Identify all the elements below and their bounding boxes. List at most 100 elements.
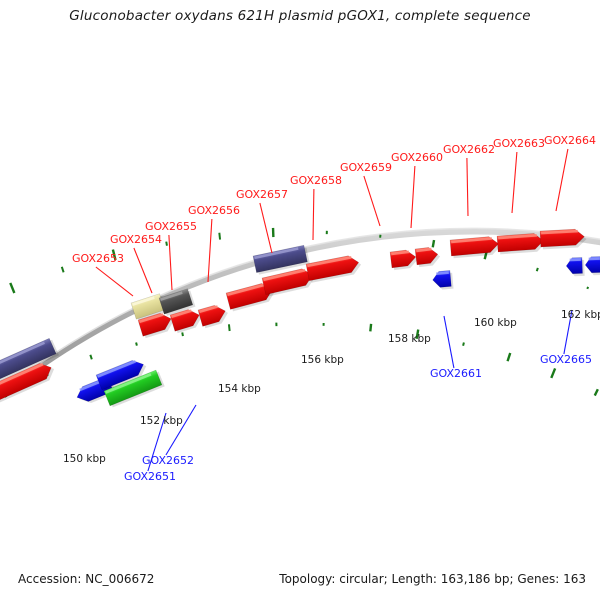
tick-mark: [593, 388, 599, 397]
scale-label: 160 kbp: [474, 317, 517, 329]
tick-mark: [9, 282, 16, 294]
gene-bevel: [105, 373, 152, 394]
gene-feature[interactable]: [95, 356, 149, 392]
tick-mark: [271, 227, 275, 238]
gene-feature[interactable]: [432, 270, 454, 290]
gene-feature[interactable]: [389, 249, 419, 271]
gene-feature[interactable]: [496, 233, 546, 255]
tick-mark: [379, 234, 382, 238]
gene-body: [565, 257, 583, 275]
gene-label-forward-leader: [466, 157, 469, 217]
tick-mark: [325, 230, 328, 235]
gene-feature[interactable]: [539, 228, 587, 250]
gene-bevel: [132, 296, 155, 306]
gene-body: [584, 256, 600, 274]
gene-label-forward[interactable]: GOX2654: [110, 233, 162, 246]
gene-bevel: [254, 247, 299, 260]
gene-bevel: [307, 256, 352, 268]
gene-label-reverse-leader: [165, 404, 197, 456]
gene-bevel: [227, 283, 266, 297]
gene-label-forward[interactable]: GOX2659: [340, 161, 392, 174]
gene-bevel: [569, 258, 581, 262]
gene-bevel: [391, 250, 410, 256]
gene-body: [0, 363, 52, 405]
gene-feature[interactable]: [449, 236, 501, 259]
page-title: Gluconobacter oxydans 621H plasmid pGOX1…: [69, 8, 531, 24]
gene-label-forward-leader: [168, 234, 173, 291]
tick-mark: [60, 266, 65, 273]
gene-feature[interactable]: [137, 310, 176, 339]
gene-bevel: [0, 341, 45, 373]
gene-bevel: [541, 229, 578, 235]
tick-mark: [415, 329, 420, 340]
gene-body: [305, 255, 360, 281]
gene-body: [158, 288, 194, 315]
gene-bevel: [498, 234, 537, 240]
gene-label-forward-leader: [410, 165, 416, 229]
gene-body: [197, 305, 226, 327]
scale-label: 162 kbp: [561, 309, 600, 321]
tick-mark: [135, 342, 138, 346]
gene-label-forward[interactable]: GOX2658: [290, 174, 342, 187]
gene-feature[interactable]: [169, 306, 204, 334]
gene-label-forward[interactable]: GOX2655: [145, 220, 197, 233]
gene-feature[interactable]: [252, 244, 310, 275]
gene-feature[interactable]: [305, 254, 363, 283]
gene-feature[interactable]: [103, 369, 165, 408]
gene-bevel: [160, 291, 183, 301]
gene-label-forward-leader: [95, 266, 134, 297]
gene-bevel: [263, 268, 306, 282]
gene-feature[interactable]: [197, 302, 230, 329]
gene-feature[interactable]: [565, 257, 585, 277]
scale-label: 156 kbp: [301, 354, 344, 366]
gene-label-forward[interactable]: GOX2663: [493, 137, 545, 150]
gene-label-reverse[interactable]: GOX2651: [124, 470, 176, 483]
scale-label: 154 kbp: [218, 383, 261, 395]
tick-mark: [535, 267, 539, 272]
gene-feature[interactable]: [414, 246, 441, 268]
gene-label-forward[interactable]: GOX2657: [236, 188, 288, 201]
gene-label-forward-leader: [133, 247, 153, 294]
gene-label-forward-leader: [207, 218, 213, 283]
gene-label-forward[interactable]: GOX2653: [72, 252, 124, 265]
gene-feature[interactable]: [158, 288, 196, 316]
genome-summary-text: Topology: circular; Length: 163,186 bp; …: [279, 572, 586, 586]
gene-feature[interactable]: [0, 337, 60, 388]
gene-feature[interactable]: [225, 281, 277, 312]
gene-label-forward-leader: [555, 148, 569, 212]
gene-feature[interactable]: [130, 293, 168, 321]
tick-mark: [218, 232, 222, 240]
gene-feature[interactable]: [584, 256, 600, 276]
tick-mark: [227, 324, 231, 332]
gene-label-layer: GOX2653GOX2654GOX2655GOX2656GOX2657GOX26…: [72, 134, 596, 483]
gene-label-forward-leader: [511, 151, 518, 214]
gene-bevel: [451, 237, 492, 244]
tick-mark: [89, 354, 93, 360]
gene-label-forward[interactable]: GOX2664: [544, 134, 596, 147]
gene-feature[interactable]: [0, 359, 58, 407]
tick-mark: [165, 241, 168, 246]
scale-label-layer: 150 kbp 152 kbp 154 kbp 156 kbp 158 kbp 160 k…: [63, 309, 600, 465]
tick-mark: [369, 323, 373, 332]
gene-body: [95, 360, 144, 391]
gene-label-reverse-leader: [563, 309, 573, 355]
gene-label-reverse[interactable]: GOX2665: [540, 353, 592, 366]
label-leader-layer: [95, 148, 573, 472]
gene-label-forward[interactable]: GOX2662: [443, 143, 495, 156]
tick-mark: [550, 368, 557, 379]
gene-label-reverse-leader: [147, 412, 167, 472]
gene-label-forward[interactable]: GOX2656: [188, 204, 240, 217]
gene-label-reverse[interactable]: GOX2652: [142, 454, 194, 467]
gene-label-reverse[interactable]: GOX2661: [430, 367, 482, 380]
gene-body: [0, 337, 57, 386]
gene-bevel: [436, 271, 449, 276]
gene-bevel: [139, 313, 164, 323]
gene-label-forward[interactable]: GOX2660: [391, 151, 443, 164]
tick-mark: [506, 352, 512, 362]
gene-bevel: [171, 309, 192, 318]
gene-label-forward-leader: [259, 202, 273, 254]
gene-label-forward-leader: [363, 175, 381, 227]
tick-mark: [181, 332, 184, 337]
